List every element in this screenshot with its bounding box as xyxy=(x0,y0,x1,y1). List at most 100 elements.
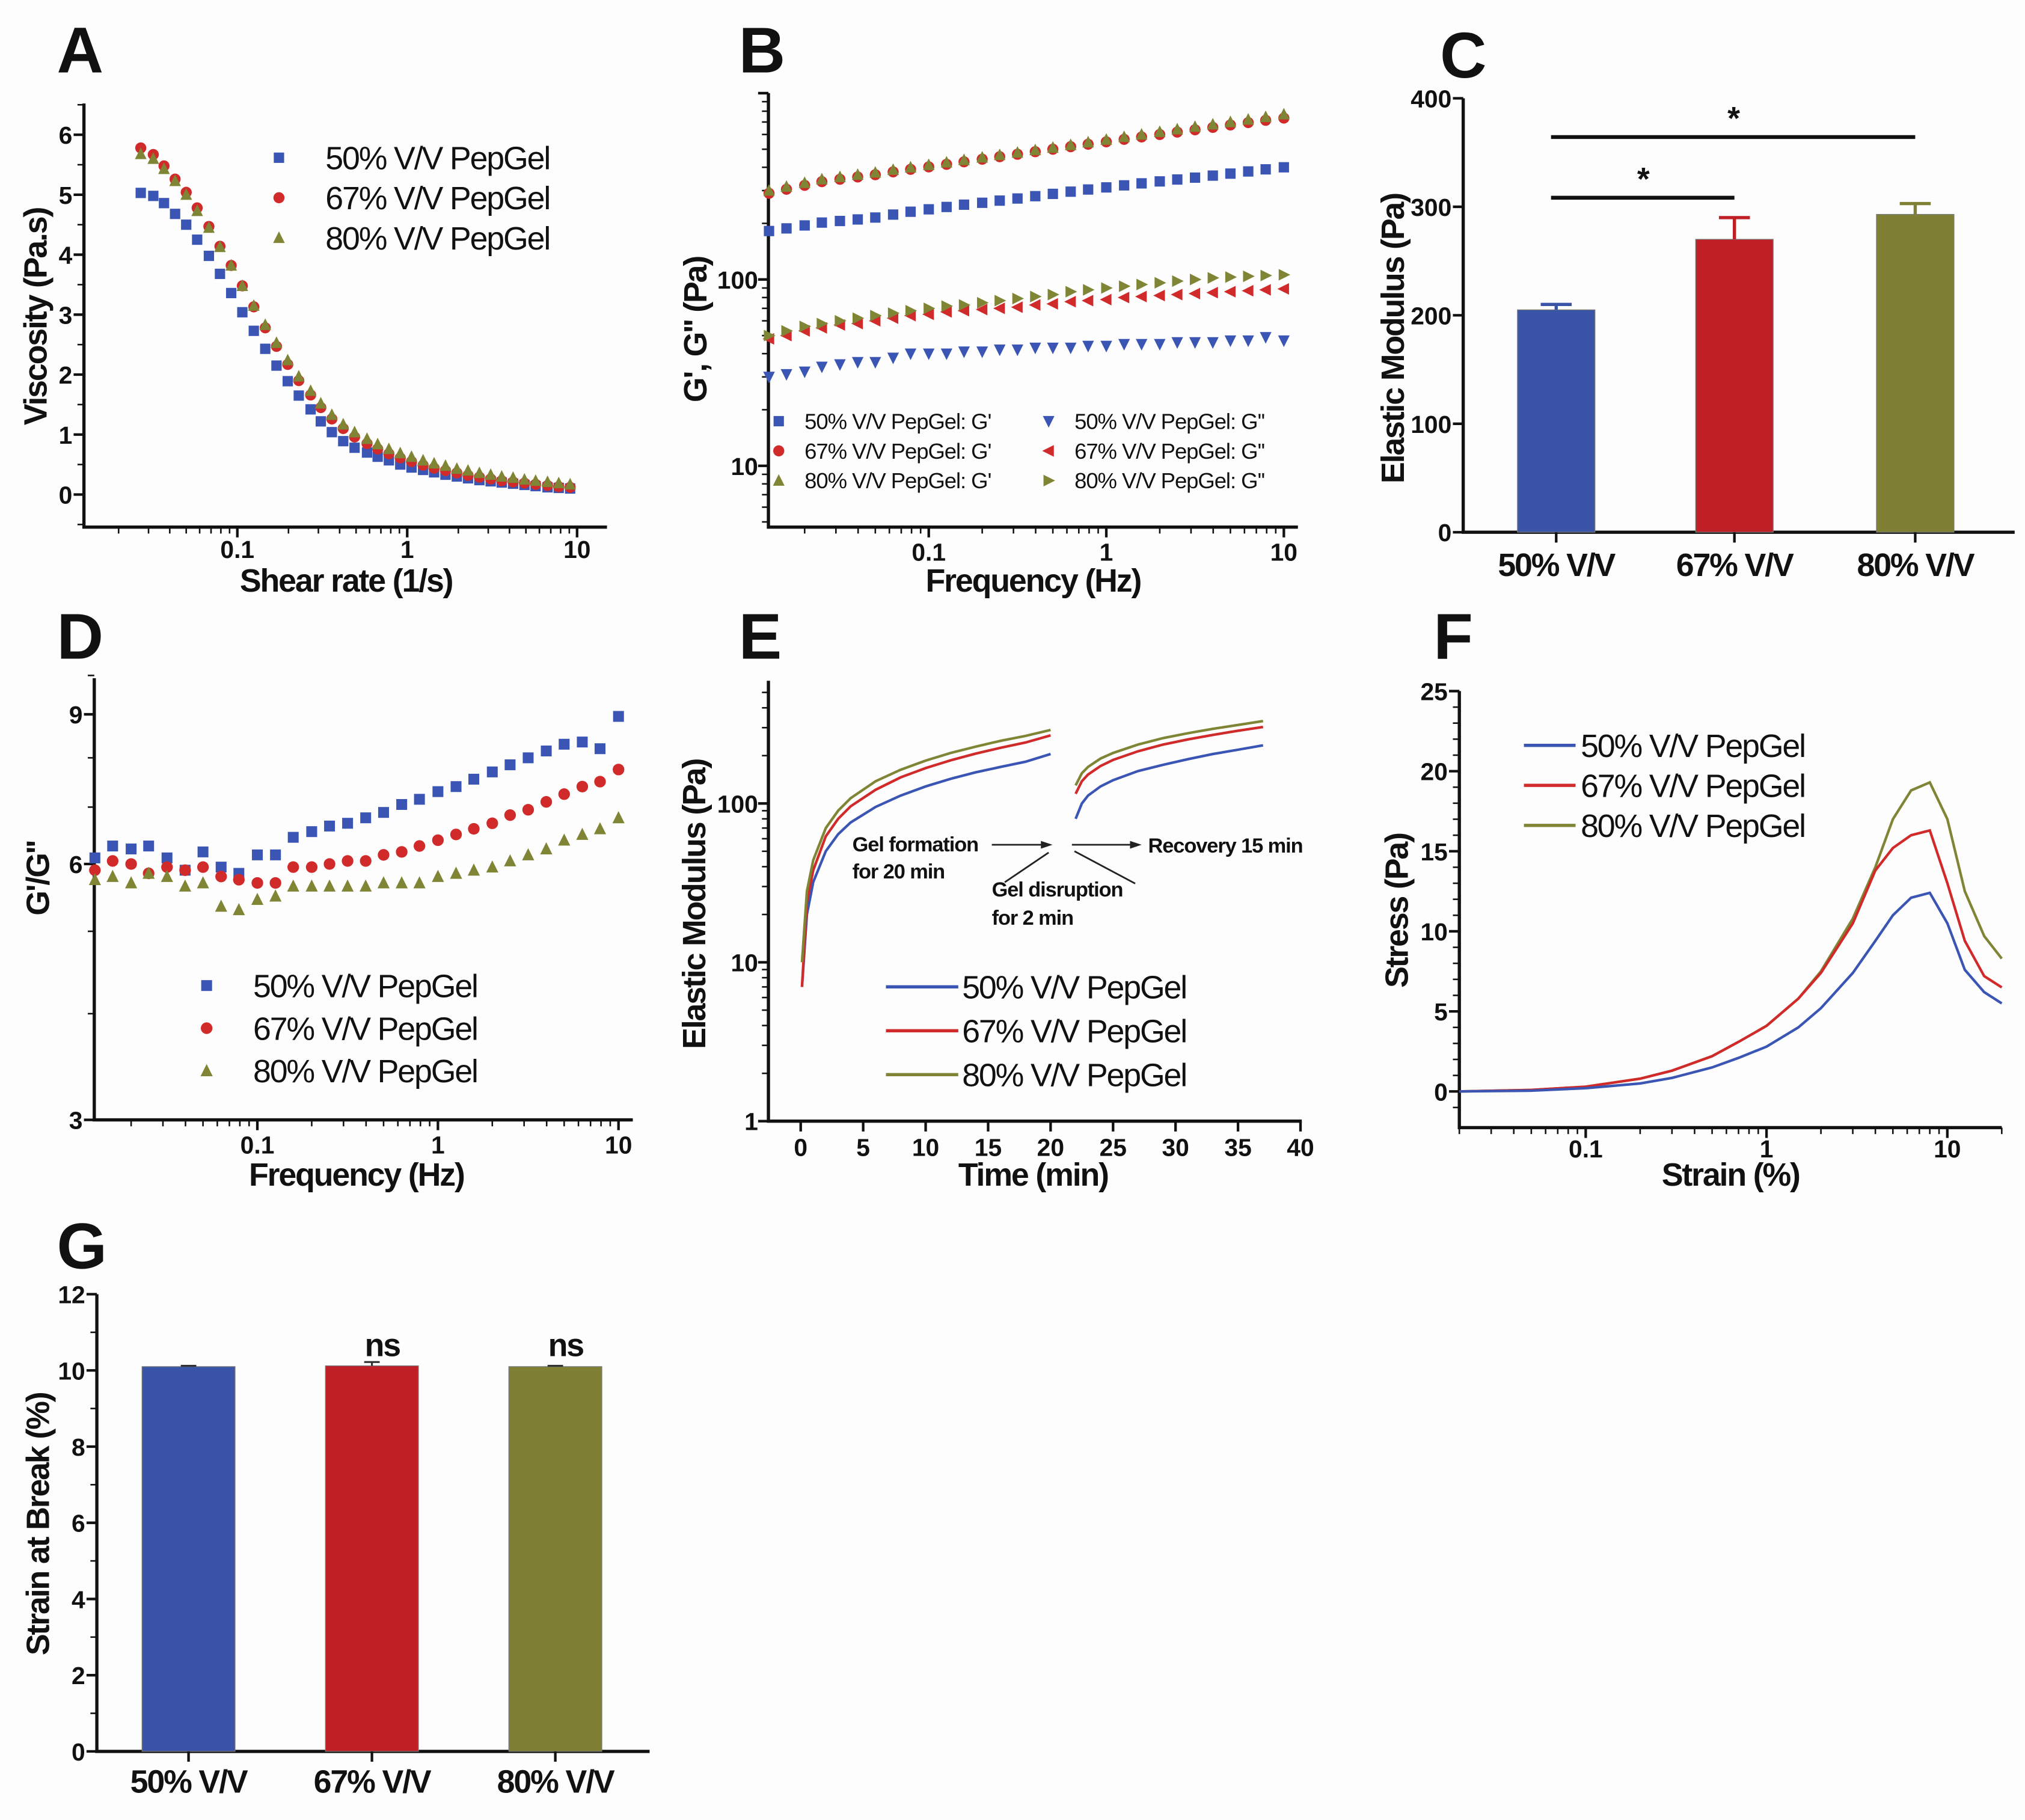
data-point xyxy=(248,299,260,311)
data-point xyxy=(161,852,173,863)
legend-marker xyxy=(201,980,212,991)
data-point xyxy=(323,858,335,870)
data-point xyxy=(1154,176,1165,187)
data-point xyxy=(1012,292,1025,305)
data-point xyxy=(179,864,191,876)
data-point xyxy=(941,300,954,312)
data-point xyxy=(1011,301,1023,313)
y-tick-label: 200 xyxy=(1411,302,1451,329)
data-point xyxy=(780,369,792,381)
data-point xyxy=(1029,299,1041,311)
data-point xyxy=(1101,282,1113,294)
data-point xyxy=(1189,337,1201,349)
data-point xyxy=(1011,344,1023,357)
data-point xyxy=(135,188,146,198)
data-point xyxy=(372,452,383,462)
data-point xyxy=(413,876,426,889)
x-tick-label: 67% V/V xyxy=(1676,547,1794,583)
data-point xyxy=(1047,342,1059,355)
data-point xyxy=(305,404,316,415)
x-tick-label: 1 xyxy=(1760,1135,1774,1163)
data-point xyxy=(1118,130,1130,142)
data-point xyxy=(798,366,810,378)
annotation-gel-formation-duration: for 20 min xyxy=(853,860,945,883)
data-point xyxy=(282,376,293,387)
legend-marker xyxy=(773,445,785,457)
data-point xyxy=(468,773,480,785)
panel-letter-e: E xyxy=(739,601,782,673)
x-tick-label: 1 xyxy=(1100,538,1114,566)
data-point xyxy=(269,877,281,889)
data-point xyxy=(158,162,170,174)
data-point xyxy=(852,312,865,324)
arrowhead-icon xyxy=(1041,841,1053,849)
x-axis-label: Time (min) xyxy=(958,1157,1108,1193)
legend-label: 67% V/V PepGel xyxy=(253,1011,477,1047)
data-point xyxy=(958,346,970,358)
data-point xyxy=(763,372,775,384)
data-point xyxy=(781,325,793,337)
data-point xyxy=(977,296,989,309)
data-point xyxy=(541,745,552,757)
data-point xyxy=(440,459,452,471)
data-point xyxy=(1225,271,1237,283)
y-tick-label: 5 xyxy=(1434,998,1448,1026)
data-point xyxy=(1278,108,1290,120)
data-point xyxy=(89,852,100,863)
y-tick-label: 0 xyxy=(1434,1078,1448,1106)
data-point xyxy=(383,442,395,455)
significance-label: * xyxy=(1637,161,1650,197)
legend-marker xyxy=(201,1022,213,1034)
data-point xyxy=(486,766,498,777)
data-point xyxy=(763,184,775,196)
data-point xyxy=(378,807,389,818)
data-point xyxy=(142,866,155,879)
data-point xyxy=(851,168,864,180)
data-point xyxy=(504,759,516,771)
x-tick-label: 15 xyxy=(975,1134,1002,1162)
y-tick-label: 15 xyxy=(1420,838,1447,866)
data-point xyxy=(1260,110,1272,123)
data-point xyxy=(1136,178,1147,189)
data-point xyxy=(191,204,203,216)
data-point xyxy=(1029,342,1041,355)
legend-marker xyxy=(1043,415,1055,428)
data-point xyxy=(305,861,318,873)
x-tick-label: 0.1 xyxy=(1569,1135,1603,1163)
data-point xyxy=(1224,286,1236,298)
data-point xyxy=(799,320,812,332)
data-point xyxy=(1189,172,1201,183)
series-1 xyxy=(764,162,1289,236)
legend-marker xyxy=(273,231,285,244)
panel-d-ratio-chart: 3 6 9 0.1 1 10 G'/G'' Frequency (Hz) 50% V/V Pep… xyxy=(20,675,633,1193)
y-tick-label: 4 xyxy=(72,1586,85,1613)
data-point xyxy=(306,826,317,838)
data-point xyxy=(541,475,554,488)
data-point xyxy=(360,812,372,824)
data-point xyxy=(558,788,570,800)
data-point xyxy=(251,892,264,905)
data-point xyxy=(236,279,248,292)
data-point xyxy=(887,352,899,364)
significance-label: ns xyxy=(548,1328,584,1364)
y-tick-label: 6 xyxy=(59,121,73,149)
y-axis-label: Strain at Break (%) xyxy=(20,1393,57,1655)
data-point xyxy=(324,820,335,832)
x-tick-label: 0.1 xyxy=(240,1131,275,1159)
annotation-line xyxy=(1004,851,1049,883)
data-point xyxy=(197,846,209,857)
bar xyxy=(1517,309,1596,533)
data-point xyxy=(522,804,535,816)
data-point xyxy=(450,866,462,879)
data-point xyxy=(143,841,155,852)
data-point xyxy=(203,221,215,233)
data-point xyxy=(106,869,119,882)
y-axis-label: G', G'' (Pa) xyxy=(678,257,714,402)
data-point xyxy=(834,359,846,371)
data-point xyxy=(522,848,535,860)
data-point xyxy=(1207,118,1219,130)
legend-label: 80% V/V PepGel: G'' xyxy=(1074,468,1264,493)
x-tick-label: 0 xyxy=(794,1134,807,1162)
series-3 xyxy=(88,810,625,916)
data-point xyxy=(1065,286,1077,298)
